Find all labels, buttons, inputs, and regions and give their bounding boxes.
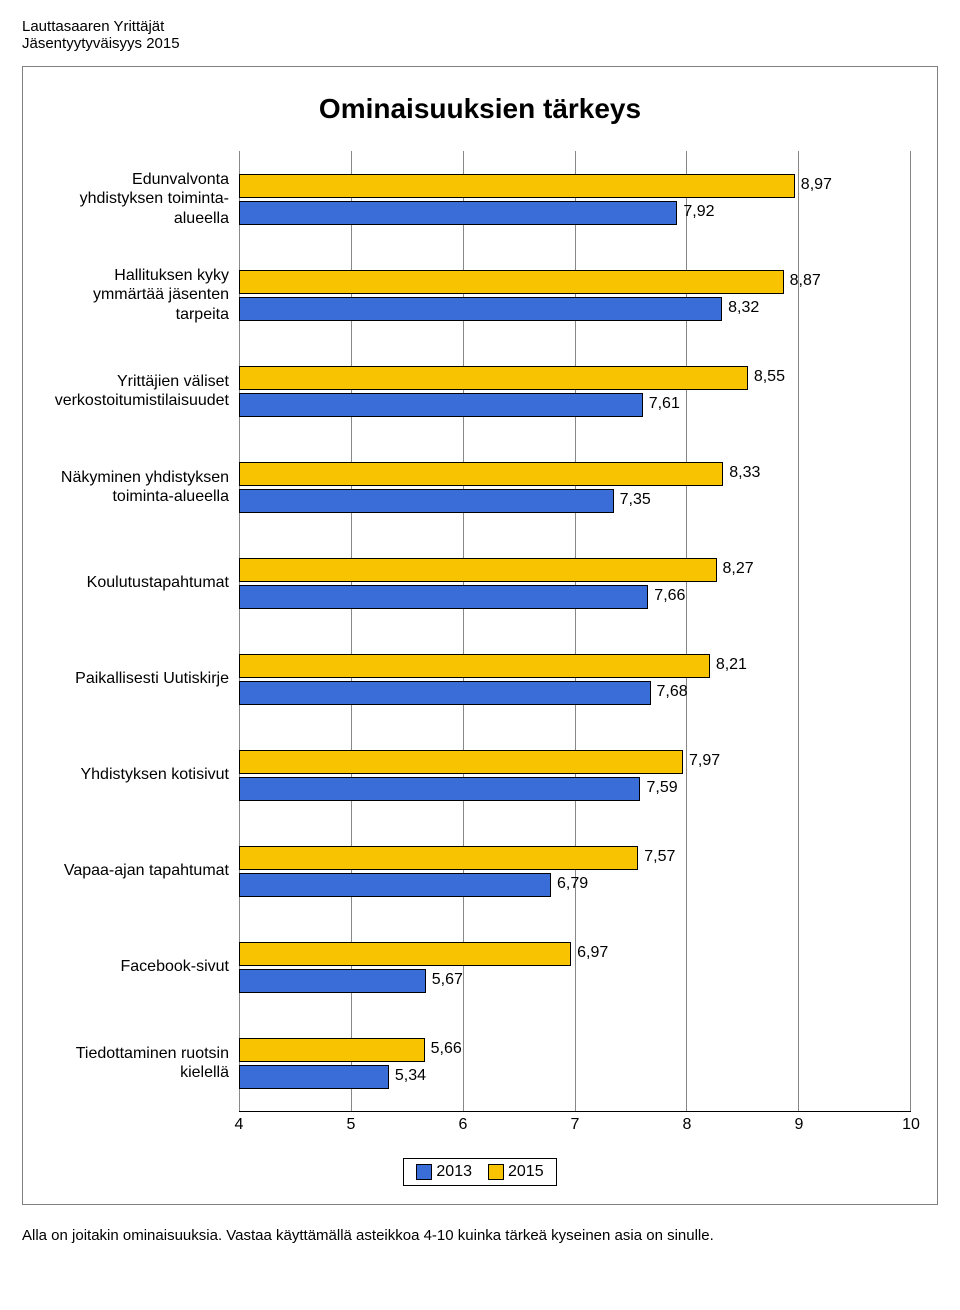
x-tick: 7	[571, 1116, 580, 1134]
x-tick: 4	[235, 1116, 244, 1134]
gridline	[910, 151, 911, 1111]
bar-value: 6,97	[577, 944, 608, 962]
bar-s2013	[239, 681, 651, 705]
bar-value: 8,55	[754, 368, 785, 386]
bar-s2013	[239, 489, 614, 513]
category-label: Facebook-sivut	[49, 919, 239, 1015]
x-tick: 8	[683, 1116, 692, 1134]
bar-s2015	[239, 654, 710, 678]
bar-s2015	[239, 270, 784, 294]
bar-s2013	[239, 777, 640, 801]
bar-value: 7,92	[683, 203, 714, 221]
bar-value: 8,27	[723, 560, 754, 578]
category-label: Paikallisesti Uutiskirje	[49, 631, 239, 727]
doc-header-1: Lauttasaaren Yrittäjät	[22, 18, 938, 35]
bar-s2013	[239, 393, 643, 417]
bar-s2015	[239, 942, 571, 966]
bar-s2015	[239, 558, 717, 582]
legend-label: 2013	[436, 1163, 472, 1180]
x-tick: 10	[902, 1116, 920, 1134]
bar-s2013	[239, 1065, 389, 1089]
bar-group: 8,87 8,32	[239, 247, 910, 343]
category-label: Hallituksen kyky ymmärtää jäsenten tarpe…	[49, 247, 239, 343]
category-label: Tiedottaminen ruotsin kielellä	[49, 1015, 239, 1111]
bar-value: 8,87	[790, 272, 821, 290]
category-label: Koulutustapahtumat	[49, 535, 239, 631]
chart-title: Ominaisuuksien tärkeys	[49, 93, 911, 125]
bar-value: 7,35	[620, 491, 651, 509]
bar-value: 7,61	[649, 395, 680, 413]
bar-group: 7,97 7,59	[239, 727, 910, 823]
bar-group: 8,55 7,61	[239, 343, 910, 439]
plot-area: 8,97 7,92 8,87 8,32 8,55 7,61 8,33 7,35 8,27 7,66…	[239, 151, 911, 1111]
bar-s2013	[239, 873, 551, 897]
bar-s2015	[239, 174, 795, 198]
category-label: Yhdistyksen kotisivut	[49, 727, 239, 823]
bar-s2015	[239, 1038, 425, 1062]
bar-s2015	[239, 750, 683, 774]
bar-s2015	[239, 366, 748, 390]
legend-swatch	[416, 1164, 432, 1180]
bar-value: 5,66	[431, 1040, 462, 1058]
x-axis: 45678910	[239, 1111, 911, 1138]
bar-s2013	[239, 201, 677, 225]
legend: 2013 2015	[403, 1158, 556, 1186]
bar-group: 8,27 7,66	[239, 535, 910, 631]
bar-value: 8,32	[728, 299, 759, 317]
bar-group: 7,57 6,79	[239, 823, 910, 919]
bar-value: 6,79	[557, 875, 588, 893]
category-label: Yrittäjien väliset verkostoitumistilaisu…	[49, 343, 239, 439]
bar-value: 8,97	[801, 176, 832, 194]
bar-s2013	[239, 969, 426, 993]
bar-value: 7,59	[646, 779, 677, 797]
x-tick: 9	[795, 1116, 804, 1134]
doc-header-2: Jäsentyytyväisyys 2015	[22, 35, 938, 52]
x-tick: 6	[459, 1116, 468, 1134]
bar-value: 8,33	[729, 464, 760, 482]
bar-group: 8,33 7,35	[239, 439, 910, 535]
legend-label: 2015	[508, 1163, 544, 1180]
footnote: Alla on joitakin ominaisuuksia. Vastaa k…	[22, 1227, 938, 1244]
chart-body: Edunvalvonta yhdistyksen toiminta-alueel…	[49, 151, 911, 1111]
chart-container: Ominaisuuksien tärkeys Edunvalvonta yhdi…	[22, 66, 938, 1205]
bar-value: 7,97	[689, 752, 720, 770]
bar-s2015	[239, 462, 723, 486]
category-label: Edunvalvonta yhdistyksen toiminta-alueel…	[49, 151, 239, 247]
bar-value: 5,67	[432, 971, 463, 989]
x-tick: 5	[347, 1116, 356, 1134]
bar-group: 8,97 7,92	[239, 151, 910, 247]
category-label: Näkyminen yhdistyksen toiminta-alueella	[49, 439, 239, 535]
bar-value: 7,66	[654, 587, 685, 605]
legend-item: 2013	[416, 1163, 472, 1181]
legend-item: 2015	[488, 1163, 544, 1181]
bar-group: 8,21 7,68	[239, 631, 910, 727]
bar-value: 7,68	[657, 683, 688, 701]
bar-group: 5,66 5,34	[239, 1015, 910, 1111]
bar-value: 5,34	[395, 1067, 426, 1085]
y-axis-labels: Edunvalvonta yhdistyksen toiminta-alueel…	[49, 151, 239, 1111]
bar-s2013	[239, 297, 722, 321]
category-label: Vapaa-ajan tapahtumat	[49, 823, 239, 919]
bar-value: 7,57	[644, 848, 675, 866]
bar-s2013	[239, 585, 648, 609]
bar-value: 8,21	[716, 656, 747, 674]
bar-s2015	[239, 846, 638, 870]
bar-group: 6,97 5,67	[239, 919, 910, 1015]
legend-swatch	[488, 1164, 504, 1180]
